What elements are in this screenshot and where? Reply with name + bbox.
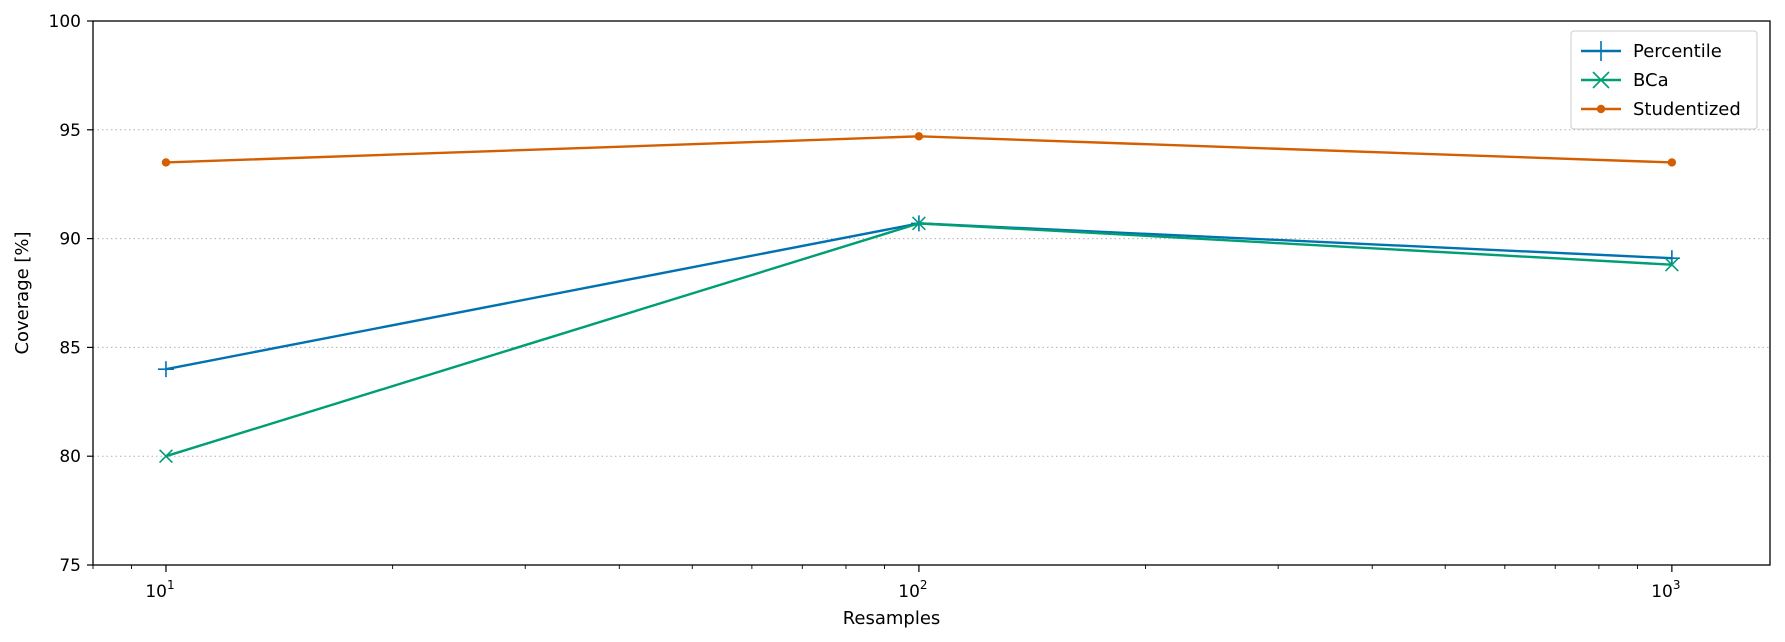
y-axis-ticks: 75 80 85 90 95 100	[49, 12, 93, 576]
x-axis-ticks: 101 102 103	[92, 565, 1681, 602]
legend-box	[1570, 30, 1758, 130]
point-studentized	[914, 132, 924, 141]
point-percentile	[157, 361, 174, 378]
x-tick-label: 102	[898, 578, 927, 602]
y-tick-label: 85	[59, 338, 81, 358]
legend: Percentile BCa Studentized	[1570, 30, 1758, 130]
y-tick-label: 90	[59, 230, 81, 250]
y-axis-label: Coverage [%]	[12, 231, 33, 354]
y-tick-label: 75	[59, 556, 81, 576]
y-tick-label: 100	[49, 12, 81, 32]
point-studentized	[1667, 158, 1677, 167]
legend-marker	[1596, 104, 1606, 114]
legend-label: Studentized	[1633, 99, 1741, 120]
legend-marker	[1592, 71, 1610, 89]
x-tick-label: 101	[145, 578, 174, 602]
x-tick-label: 103	[1651, 578, 1680, 602]
plot-frame	[92, 20, 1771, 566]
point-bca	[1664, 257, 1679, 272]
point-bca	[159, 449, 173, 464]
point-bca	[911, 216, 926, 231]
series-lines	[157, 132, 1680, 464]
legend-marker	[1591, 41, 1611, 61]
point-studentized	[161, 158, 171, 167]
grid-lines	[93, 129, 1770, 457]
legend-label: BCa	[1633, 70, 1669, 91]
y-tick-label: 95	[59, 121, 81, 141]
series-line-percentile	[165, 222, 1672, 371]
legend-label: Percentile	[1633, 41, 1722, 62]
series-line-bca	[165, 222, 1672, 458]
y-tick-label: 80	[59, 447, 81, 467]
x-axis-label: Resamples	[843, 608, 941, 629]
